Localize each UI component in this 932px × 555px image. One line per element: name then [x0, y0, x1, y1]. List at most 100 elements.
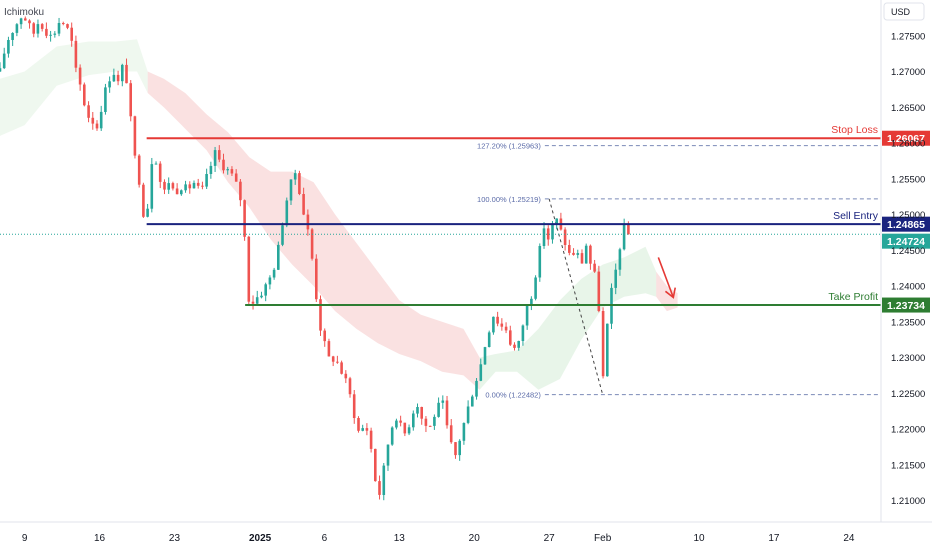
price-line-label: Take Profit [828, 291, 878, 303]
candle [45, 28, 48, 36]
candle [462, 423, 466, 441]
candle [218, 150, 221, 160]
candle [201, 185, 204, 187]
price-tag [882, 297, 930, 313]
candle [154, 163, 158, 165]
candle [87, 105, 90, 118]
candle [525, 305, 529, 326]
candle [466, 406, 470, 423]
candle [399, 420, 402, 423]
candle [277, 244, 280, 270]
candle [479, 364, 483, 381]
candle [7, 40, 10, 54]
y-tick-label: 1.27000 [891, 67, 925, 78]
candle [331, 356, 335, 362]
candle [336, 361, 339, 363]
candle [175, 188, 179, 195]
candle [315, 258, 318, 300]
candle [584, 245, 588, 264]
candle [133, 116, 137, 156]
x-tick-label: 16 [94, 533, 106, 544]
y-tick-label: 1.25500 [891, 174, 925, 185]
price-tag-label: 1.24865 [887, 219, 925, 231]
price-tag [882, 216, 930, 232]
candle [163, 181, 166, 190]
candle [40, 24, 44, 29]
fib-level-label: 0.00% (1.22482) [485, 391, 541, 400]
y-tick-label: 1.23500 [891, 317, 925, 328]
candle [70, 27, 73, 41]
candle [95, 123, 99, 129]
price-line-label: Sell Entry [833, 210, 879, 222]
candle [272, 269, 276, 278]
x-tick-label: 17 [768, 533, 780, 544]
candle [445, 400, 449, 426]
candle [509, 330, 512, 345]
candle [112, 74, 116, 82]
indicator-label[interactable]: Ichimoku [4, 7, 44, 18]
current-price-tag-label: 1.24724 [887, 236, 925, 248]
candle [171, 183, 175, 189]
fib-trend-line[interactable] [548, 198, 604, 395]
projection-arrow-head [664, 287, 677, 299]
candle [572, 252, 575, 255]
candle [492, 316, 495, 333]
candle [340, 362, 343, 374]
candle [91, 117, 95, 124]
candle [504, 326, 508, 331]
candle [129, 83, 132, 117]
candle [323, 330, 326, 342]
candle [180, 190, 183, 195]
candle [441, 400, 445, 403]
candle [213, 150, 217, 166]
candle [475, 380, 478, 397]
candle [395, 420, 398, 428]
candle [188, 184, 192, 189]
candle [551, 223, 554, 240]
candle [538, 246, 542, 278]
candle [260, 295, 263, 298]
candle [424, 418, 428, 426]
candle [281, 225, 284, 245]
candle [589, 245, 592, 264]
candle [357, 418, 360, 431]
candle [546, 228, 550, 240]
candle [150, 164, 154, 209]
candle [487, 332, 491, 347]
x-tick-label: Feb [594, 533, 612, 544]
candle [618, 249, 622, 270]
candle [32, 23, 35, 34]
candle [563, 229, 567, 245]
candle [184, 184, 187, 191]
candle [268, 277, 272, 285]
candle [361, 428, 364, 431]
candle [412, 413, 415, 428]
candle [437, 402, 440, 417]
y-tick-label: 1.24500 [891, 246, 925, 257]
candle [449, 425, 453, 443]
candle [99, 111, 103, 129]
candle [319, 299, 322, 331]
y-tick-label: 1.21000 [891, 496, 925, 507]
candle [627, 224, 630, 235]
fib-level-label: 127.20% (1.25963) [477, 142, 541, 151]
projection-arrow[interactable] [657, 257, 675, 298]
candle [386, 444, 390, 466]
y-tick-label: 1.21500 [891, 460, 925, 471]
candle [116, 74, 120, 82]
price-tag-label: 1.26067 [887, 133, 925, 145]
candle [125, 64, 128, 84]
candle [454, 442, 457, 456]
currency-box[interactable] [883, 2, 925, 21]
candle [78, 67, 82, 85]
x-tick-label: 20 [469, 533, 481, 544]
x-tick-label: 9 [22, 533, 28, 544]
candle [433, 416, 436, 426]
candle [365, 428, 369, 431]
candle [293, 173, 297, 180]
candle [209, 165, 213, 174]
candle [420, 407, 423, 419]
candle [230, 169, 234, 174]
candle [108, 81, 111, 88]
